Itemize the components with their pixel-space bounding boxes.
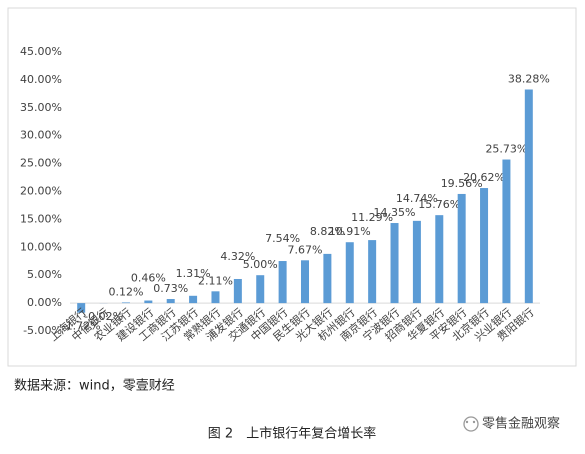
bar: [278, 261, 287, 304]
data-label: 0.73%: [153, 282, 188, 295]
data-label: -1.72%: [62, 320, 101, 333]
watermark: 零售金融观察: [482, 416, 560, 432]
chart-border: [7, 7, 577, 367]
data-label: 10.91%: [329, 225, 371, 238]
bar: [144, 300, 153, 304]
bar: [368, 240, 377, 304]
bar: [211, 291, 220, 304]
y-tick-label: 45.00%: [20, 45, 62, 58]
bar: [233, 278, 242, 304]
bar: [189, 295, 198, 304]
data-label: 0.46%: [131, 272, 166, 285]
data-label: 5.00%: [243, 258, 278, 271]
y-tick-label: 20.00%: [20, 185, 62, 198]
y-tick-label: 15.00%: [20, 212, 62, 225]
bar: [345, 242, 354, 304]
y-tick-label: 35.00%: [20, 101, 62, 114]
watermark-icon: [463, 416, 479, 432]
data-label: 14.74%: [396, 192, 438, 205]
y-tick-label: 30.00%: [20, 129, 62, 142]
bar: [502, 159, 511, 304]
data-label: -0.02%: [84, 310, 123, 323]
bar: [77, 303, 86, 313]
bar: [524, 89, 533, 304]
bar: [256, 275, 265, 304]
y-tick-label: 40.00%: [20, 73, 62, 86]
bar: [323, 253, 332, 304]
y-tick-label: 10.00%: [20, 240, 62, 253]
data-label: 7.54%: [265, 232, 300, 245]
y-tick-label: -5.00%: [23, 324, 62, 337]
bar: [412, 220, 421, 304]
data-label: 7.67%: [288, 243, 323, 256]
data-label: 15.76%: [418, 198, 460, 211]
data-label: 2.11%: [198, 274, 233, 287]
data-label: 4.32%: [220, 250, 255, 263]
data-label: 25.73%: [485, 143, 527, 156]
data-label: 20.62%: [463, 171, 505, 184]
y-tick-label: 25.00%: [20, 157, 62, 170]
bar: [121, 302, 130, 304]
bar: [480, 188, 489, 304]
bar: [301, 260, 309, 304]
y-tick-label: 0.00%: [27, 296, 62, 309]
source-note: 数据来源：wind，零壹财经: [14, 379, 175, 394]
bar: [390, 223, 399, 304]
caption: 图 2 上市银行年复合增长率: [208, 426, 376, 442]
data-label: 11.29%: [351, 211, 393, 224]
data-label: 38.28%: [508, 72, 550, 85]
data-label: 0.12%: [108, 285, 143, 298]
data-label: 8.82%: [310, 225, 345, 238]
bar: [457, 193, 466, 304]
bar: [166, 299, 175, 304]
data-label: 1.31%: [176, 267, 211, 280]
bar: [435, 215, 444, 304]
data-label: 14.35%: [374, 206, 416, 219]
data-label: 19.56%: [441, 177, 483, 190]
y-tick-label: 5.00%: [27, 268, 62, 281]
